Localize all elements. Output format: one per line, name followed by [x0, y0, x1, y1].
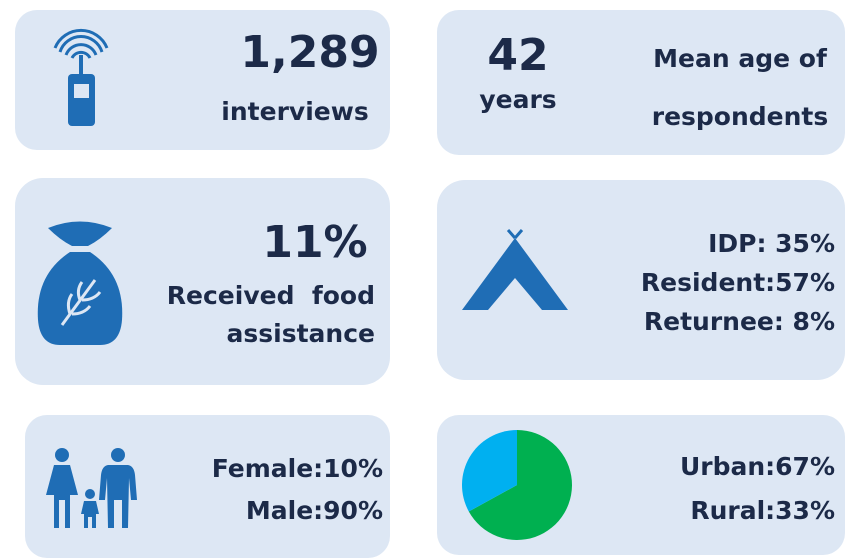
age-label: respondents — [652, 102, 829, 131]
card — [437, 180, 845, 380]
radio-body — [68, 74, 95, 126]
antenna — [79, 55, 83, 77]
status-line: IDP: 35% — [708, 229, 835, 258]
card — [15, 10, 390, 150]
gender-line: Male:90% — [246, 496, 383, 525]
status-line: Returnee: 8% — [644, 307, 835, 336]
tent-poles — [506, 229, 524, 239]
pie-slice — [468, 430, 572, 540]
interviews-label: interviews — [221, 97, 368, 126]
gender-line: Female:10% — [212, 454, 383, 483]
wheat-icon — [60, 279, 102, 326]
family-icon — [46, 448, 137, 528]
radio-icon — [53, 28, 109, 59]
card — [437, 10, 845, 155]
status-line: Resident:57% — [641, 268, 835, 297]
age-unit: years — [479, 85, 556, 114]
food-label: Received food — [167, 281, 375, 310]
pie-chart — [462, 429, 572, 540]
age-label: Mean age of — [653, 44, 828, 73]
radio-screen — [74, 84, 89, 98]
pie-slice — [462, 429, 517, 512]
area-line: Urban:67% — [680, 452, 835, 481]
area-line: Rural:33% — [690, 496, 835, 525]
card — [25, 415, 390, 558]
food-label: assistance — [227, 319, 375, 348]
tent-icon — [462, 238, 568, 310]
interviews-value: 1,289 — [240, 27, 379, 78]
bag-top — [48, 221, 112, 246]
food-value: 11% — [262, 217, 367, 268]
age-value: 42 — [487, 30, 548, 81]
